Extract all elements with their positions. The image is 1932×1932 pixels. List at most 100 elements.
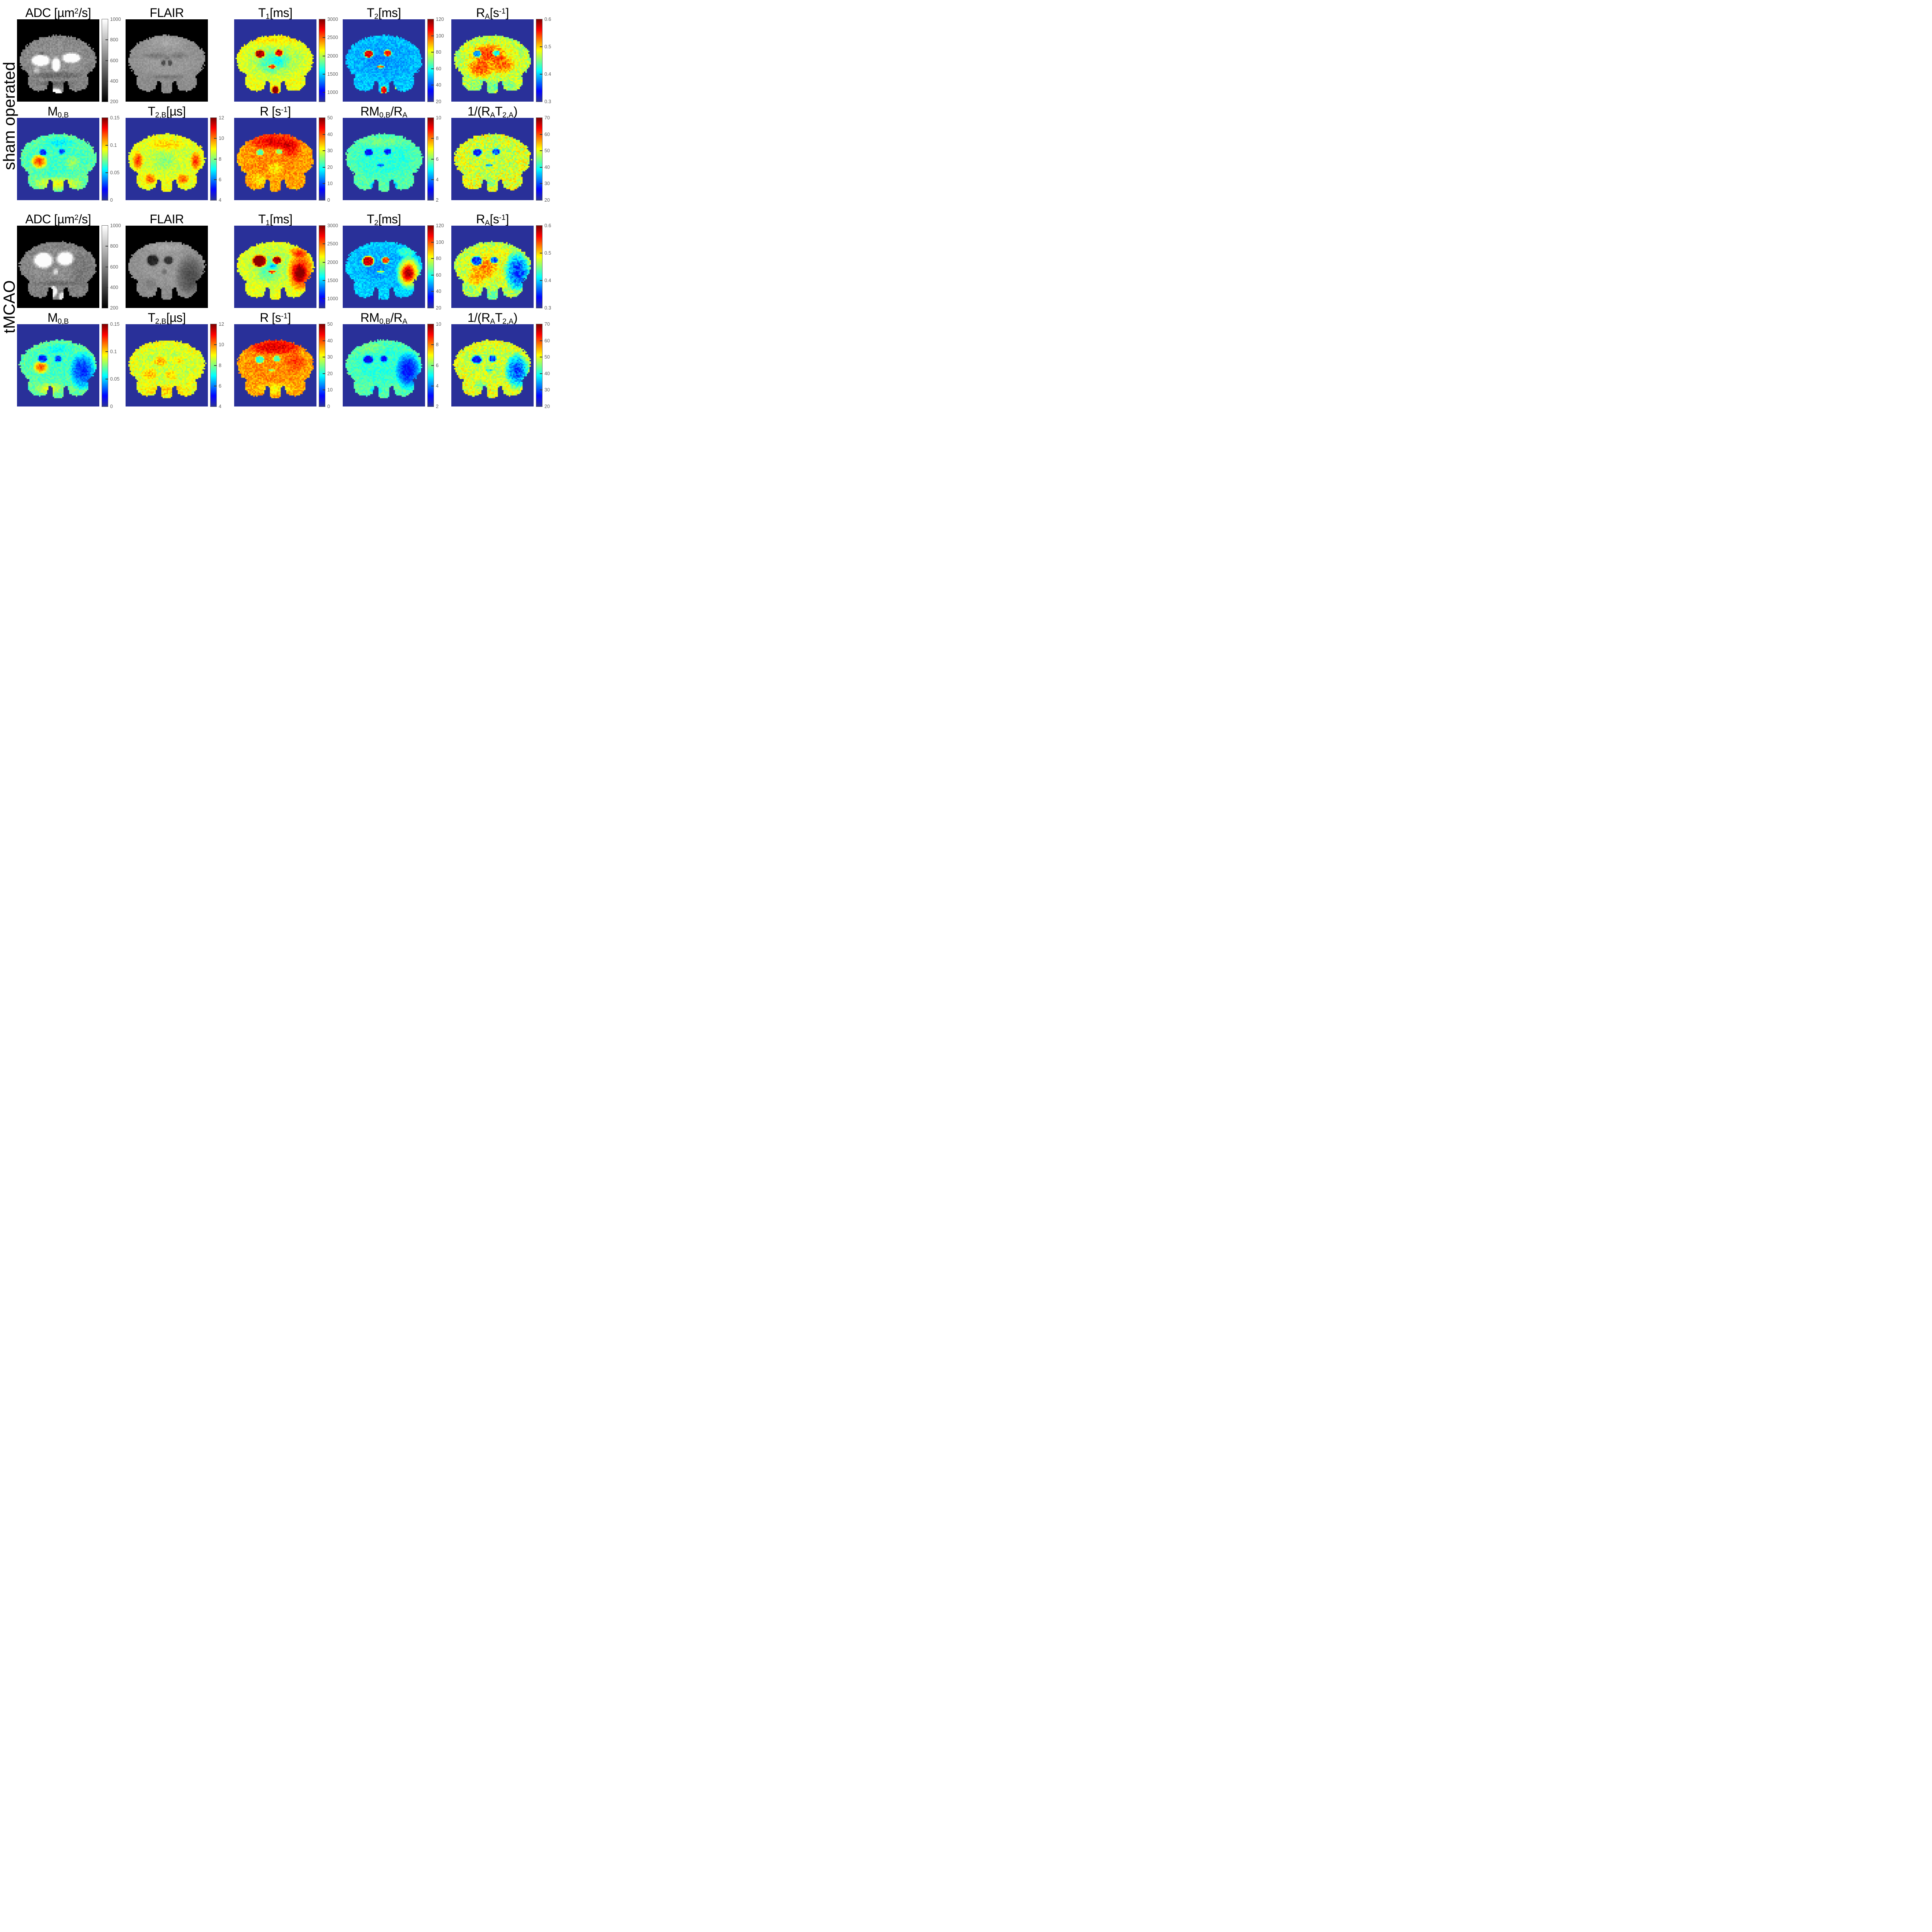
colorbar-gradient: [536, 225, 543, 308]
colorbar-tick-label: 30: [544, 387, 550, 393]
group-sham-operated: ADC [µm 2/s] 1000 800 600 400 200 FLAIR T 1 [ms] 3…: [0, 3, 560, 203]
panel-body: 10 8 6 4 2: [343, 321, 451, 409]
title-segment: [µs]: [166, 310, 186, 325]
colorbar-tick-label: 10: [327, 387, 333, 393]
map-canvas-t1: [234, 226, 316, 308]
colorbar-gradient: [427, 19, 434, 102]
colorbar-tick-label: 2000: [327, 53, 338, 59]
colorbar-tick-label: 200: [110, 99, 118, 104]
title-segment: 2,A: [502, 317, 514, 326]
panel-body: 12 10 8 6 4: [126, 115, 234, 203]
colorbar-tick-mark: [540, 389, 543, 391]
map-canvas-inv: [451, 324, 534, 406]
title-segment: T: [148, 310, 155, 325]
title-segment: T: [258, 5, 266, 20]
map-canvas-adc: [17, 226, 99, 308]
panel-row: M 0,B 0.15 0.1 0.05 0 T 2,B [µs] 12 10 8 6 4 R [s -1] 5…: [17, 308, 560, 409]
colorbar-tick-mark: [540, 74, 543, 75]
colorbar-tick-label: 0.05: [110, 376, 120, 382]
colorbar-tick-mark: [105, 172, 108, 173]
colorbar-tick-label: 50: [544, 354, 550, 360]
colorbar-tick-label: 6: [219, 383, 221, 389]
map-canvas-m0b: [17, 324, 99, 406]
title-segment: R: [476, 212, 485, 226]
title-segment: T: [367, 5, 374, 20]
colorbar-adc: 1000 800 600 400 200: [102, 17, 124, 104]
title-segment: 1: [265, 219, 270, 227]
panel-title-inv: 1/(R A T 2,A): [451, 102, 534, 119]
panel-body: 0.15 0.1 0.05 0: [17, 321, 126, 409]
colorbar-gradient: [319, 117, 325, 201]
colorbar-tick-mark: [540, 373, 543, 374]
colorbar-tick-label: 20: [544, 404, 550, 409]
colorbar-tick-label: 0: [327, 197, 330, 203]
panel-body: 3000 2500 2000 1500 1000: [234, 223, 343, 308]
title-segment: 2: [74, 7, 79, 16]
title-segment: RM: [360, 310, 379, 325]
title-segment: A: [485, 219, 490, 227]
colorbar-tick-label: 8: [219, 156, 221, 162]
colorbar-tick-label: 10: [219, 136, 224, 141]
colorbar-tick-mark: [431, 258, 434, 259]
colorbar-tick-label: 60: [436, 66, 441, 71]
colorbar-tick-label: 6: [436, 362, 439, 368]
map-canvas-flair: [126, 19, 208, 102]
panel-sham-flair: FLAIR: [126, 3, 234, 102]
title-segment: 0,B: [58, 317, 69, 326]
map-canvas-ra: [451, 19, 534, 102]
panel-body: 50 40 30 20 10 0: [234, 115, 343, 203]
title-segment: 2: [374, 12, 379, 21]
title-segment: M: [48, 104, 58, 118]
panel-title-r: R [s -1]: [234, 308, 316, 323]
colorbar-tick-label: 2000: [327, 259, 338, 265]
title-segment: R [s: [260, 104, 281, 118]
colorbar-tick-label: 400: [110, 284, 118, 290]
colorbar-tick-label: 0.4: [544, 278, 551, 283]
panel-body: 0.15 0.1 0.05 0: [17, 115, 126, 203]
title-segment: ]: [505, 5, 509, 20]
title-segment: T: [367, 212, 374, 226]
title-segment: RM: [360, 104, 379, 118]
colorbar-tick-mark: [214, 365, 217, 366]
colorbar-gradient: [319, 324, 325, 407]
panel-title-rm: RM 0,B/R A: [343, 102, 425, 119]
colorbar-tick-mark: [214, 138, 217, 139]
colorbar-gradient: [319, 225, 325, 308]
colorbar-tick-label: 1000: [327, 296, 338, 302]
title-segment: /s]: [78, 5, 91, 20]
panel-title-adc: ADC [µm 2/s]: [17, 3, 99, 19]
colorbar-tick-label: 600: [110, 264, 118, 270]
group-tmcao: ADC [µm 2/s] 1000 800 600 400 200 FLAIR T 1 [ms] 3…: [0, 209, 560, 409]
colorbar-r: 50 40 30 20 10 0: [319, 115, 342, 203]
colorbar-tick-label: 1000: [110, 17, 121, 22]
colorbar-tick-label: 60: [544, 338, 550, 344]
colorbar-tick-label: 0.3: [544, 99, 551, 104]
title-segment: -1: [499, 7, 506, 16]
colorbar-tick-mark: [323, 298, 325, 299]
title-segment: [ms]: [378, 212, 401, 226]
title-segment: -1: [499, 214, 506, 222]
colorbar-tick-mark: [105, 145, 108, 146]
colorbar-tick-label: 30: [544, 181, 550, 187]
colorbar-tick-mark: [105, 39, 108, 41]
colorbar-tick-label: 8: [219, 362, 221, 368]
colorbar-tick-label: 3000: [327, 17, 338, 22]
colorbar-gradient: [319, 19, 325, 102]
colorbar-tick-label: 1000: [327, 90, 338, 95]
colorbar-m0b: 0.15 0.1 0.05 0: [102, 321, 124, 409]
panel-body: 70 60 50 40 30 20: [451, 321, 560, 409]
title-segment: [s: [490, 212, 499, 226]
colorbar-tick-label: 20: [327, 371, 333, 376]
colorbar-tick-mark: [323, 243, 325, 245]
colorbar-tick-label: 10: [327, 181, 333, 187]
colorbar-tick-mark: [431, 274, 434, 276]
colorbar-tick-label: 80: [436, 256, 441, 262]
map-canvas-t2: [343, 19, 425, 102]
colorbar-tick-label: 0.6: [544, 223, 551, 228]
colorbar-rm: 10 8 6 4 2: [427, 115, 450, 203]
colorbar-tick-label: 0.5: [544, 250, 551, 256]
colorbar-tick-label: 0.4: [544, 71, 551, 77]
title-segment: /R: [390, 104, 403, 118]
